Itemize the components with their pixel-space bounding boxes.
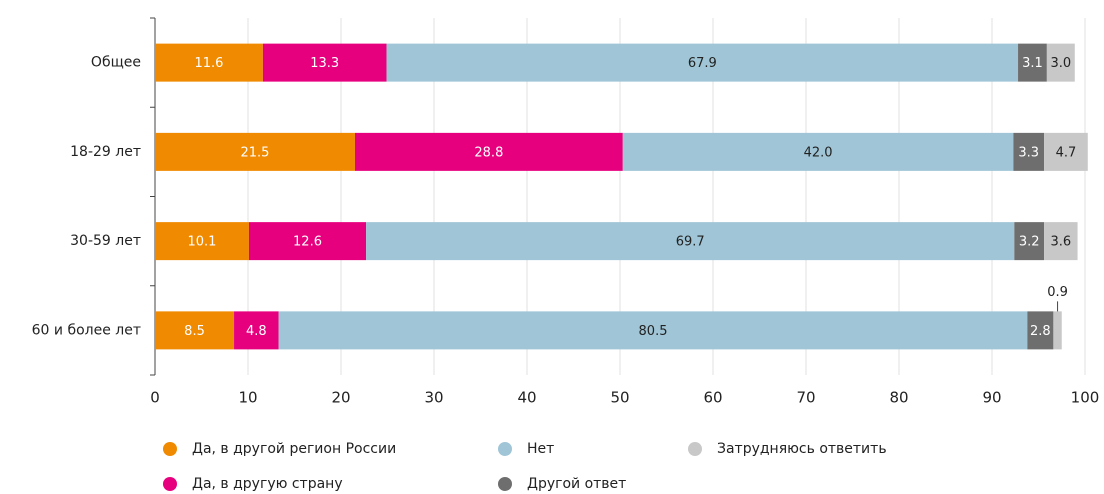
bar-segment <box>1053 311 1062 350</box>
bar-segment <box>1046 43 1075 82</box>
bar-segment <box>1013 132 1045 171</box>
x-tick-label: 70 <box>796 389 815 407</box>
legend-swatch <box>163 442 177 456</box>
x-tick-label: 80 <box>889 389 908 407</box>
x-tick-label: 50 <box>610 389 629 407</box>
x-tick-label: 0 <box>150 389 160 407</box>
x-tick-label: 10 <box>238 389 257 407</box>
legend-label: Другой ответ <box>527 476 626 492</box>
y-tick-label: 18-29 лет <box>70 144 141 160</box>
data-label: 4.8 <box>246 324 267 339</box>
x-tick-label: 20 <box>331 389 350 407</box>
y-tick-label: 30-59 лет <box>70 233 141 249</box>
y-tick-label: Общее <box>91 55 141 71</box>
bar-segment <box>1044 132 1088 171</box>
data-label: 28.8 <box>474 145 503 160</box>
data-label: 8.5 <box>184 324 205 339</box>
data-label: 10.1 <box>187 235 216 250</box>
x-tick-label: 40 <box>517 389 536 407</box>
legend-swatch <box>498 442 512 456</box>
legend-label: Затрудняюсь ответить <box>717 441 887 457</box>
data-label: 42.0 <box>804 145 833 160</box>
bar-segment <box>155 311 235 350</box>
legend-swatch <box>688 442 702 456</box>
bar-segment <box>155 222 249 261</box>
bar-segment <box>278 311 1028 350</box>
bar-segment <box>1027 311 1054 350</box>
data-label: 3.3 <box>1018 145 1039 160</box>
data-label: 80.5 <box>639 324 668 339</box>
bar-segment <box>1044 222 1078 261</box>
legend-label: Да, в другой регион России <box>192 441 396 457</box>
data-label: 13.3 <box>310 56 339 71</box>
data-label: 11.6 <box>194 56 223 71</box>
bar-segment <box>1014 222 1045 261</box>
legend-label: Нет <box>527 441 554 457</box>
x-tick-label: 60 <box>703 389 722 407</box>
legend-swatch <box>498 477 512 491</box>
x-tick-label: 100 <box>1071 389 1100 407</box>
x-tick-label: 90 <box>982 389 1001 407</box>
data-label: 67.9 <box>688 56 717 71</box>
bar-segment <box>366 222 1015 261</box>
y-tick-label: 60 и более лет <box>32 322 141 338</box>
legend-swatch <box>163 477 177 491</box>
bar-segment <box>386 43 1019 82</box>
data-label: 3.6 <box>1050 235 1071 250</box>
legend-label: Да, в другую страну <box>192 476 343 492</box>
data-label: 69.7 <box>676 235 705 250</box>
data-label: 21.5 <box>240 145 269 160</box>
bar-segment <box>155 43 263 82</box>
data-label: 12.6 <box>293 235 322 250</box>
x-tick-label: 30 <box>424 389 443 407</box>
data-label: 0.9 <box>1047 285 1068 300</box>
data-label: 3.2 <box>1019 235 1040 250</box>
bar-segment <box>248 222 367 261</box>
bar-segment <box>622 132 1014 171</box>
data-label: 3.1 <box>1022 56 1043 71</box>
data-label: 3.0 <box>1050 56 1071 71</box>
bar-segment <box>262 43 387 82</box>
bar-segment <box>234 311 279 350</box>
data-label: 2.8 <box>1030 324 1051 339</box>
bar-segment <box>1018 43 1047 82</box>
bar-segment <box>354 132 623 171</box>
data-label: 4.7 <box>1056 145 1077 160</box>
bar-segment <box>155 132 355 171</box>
